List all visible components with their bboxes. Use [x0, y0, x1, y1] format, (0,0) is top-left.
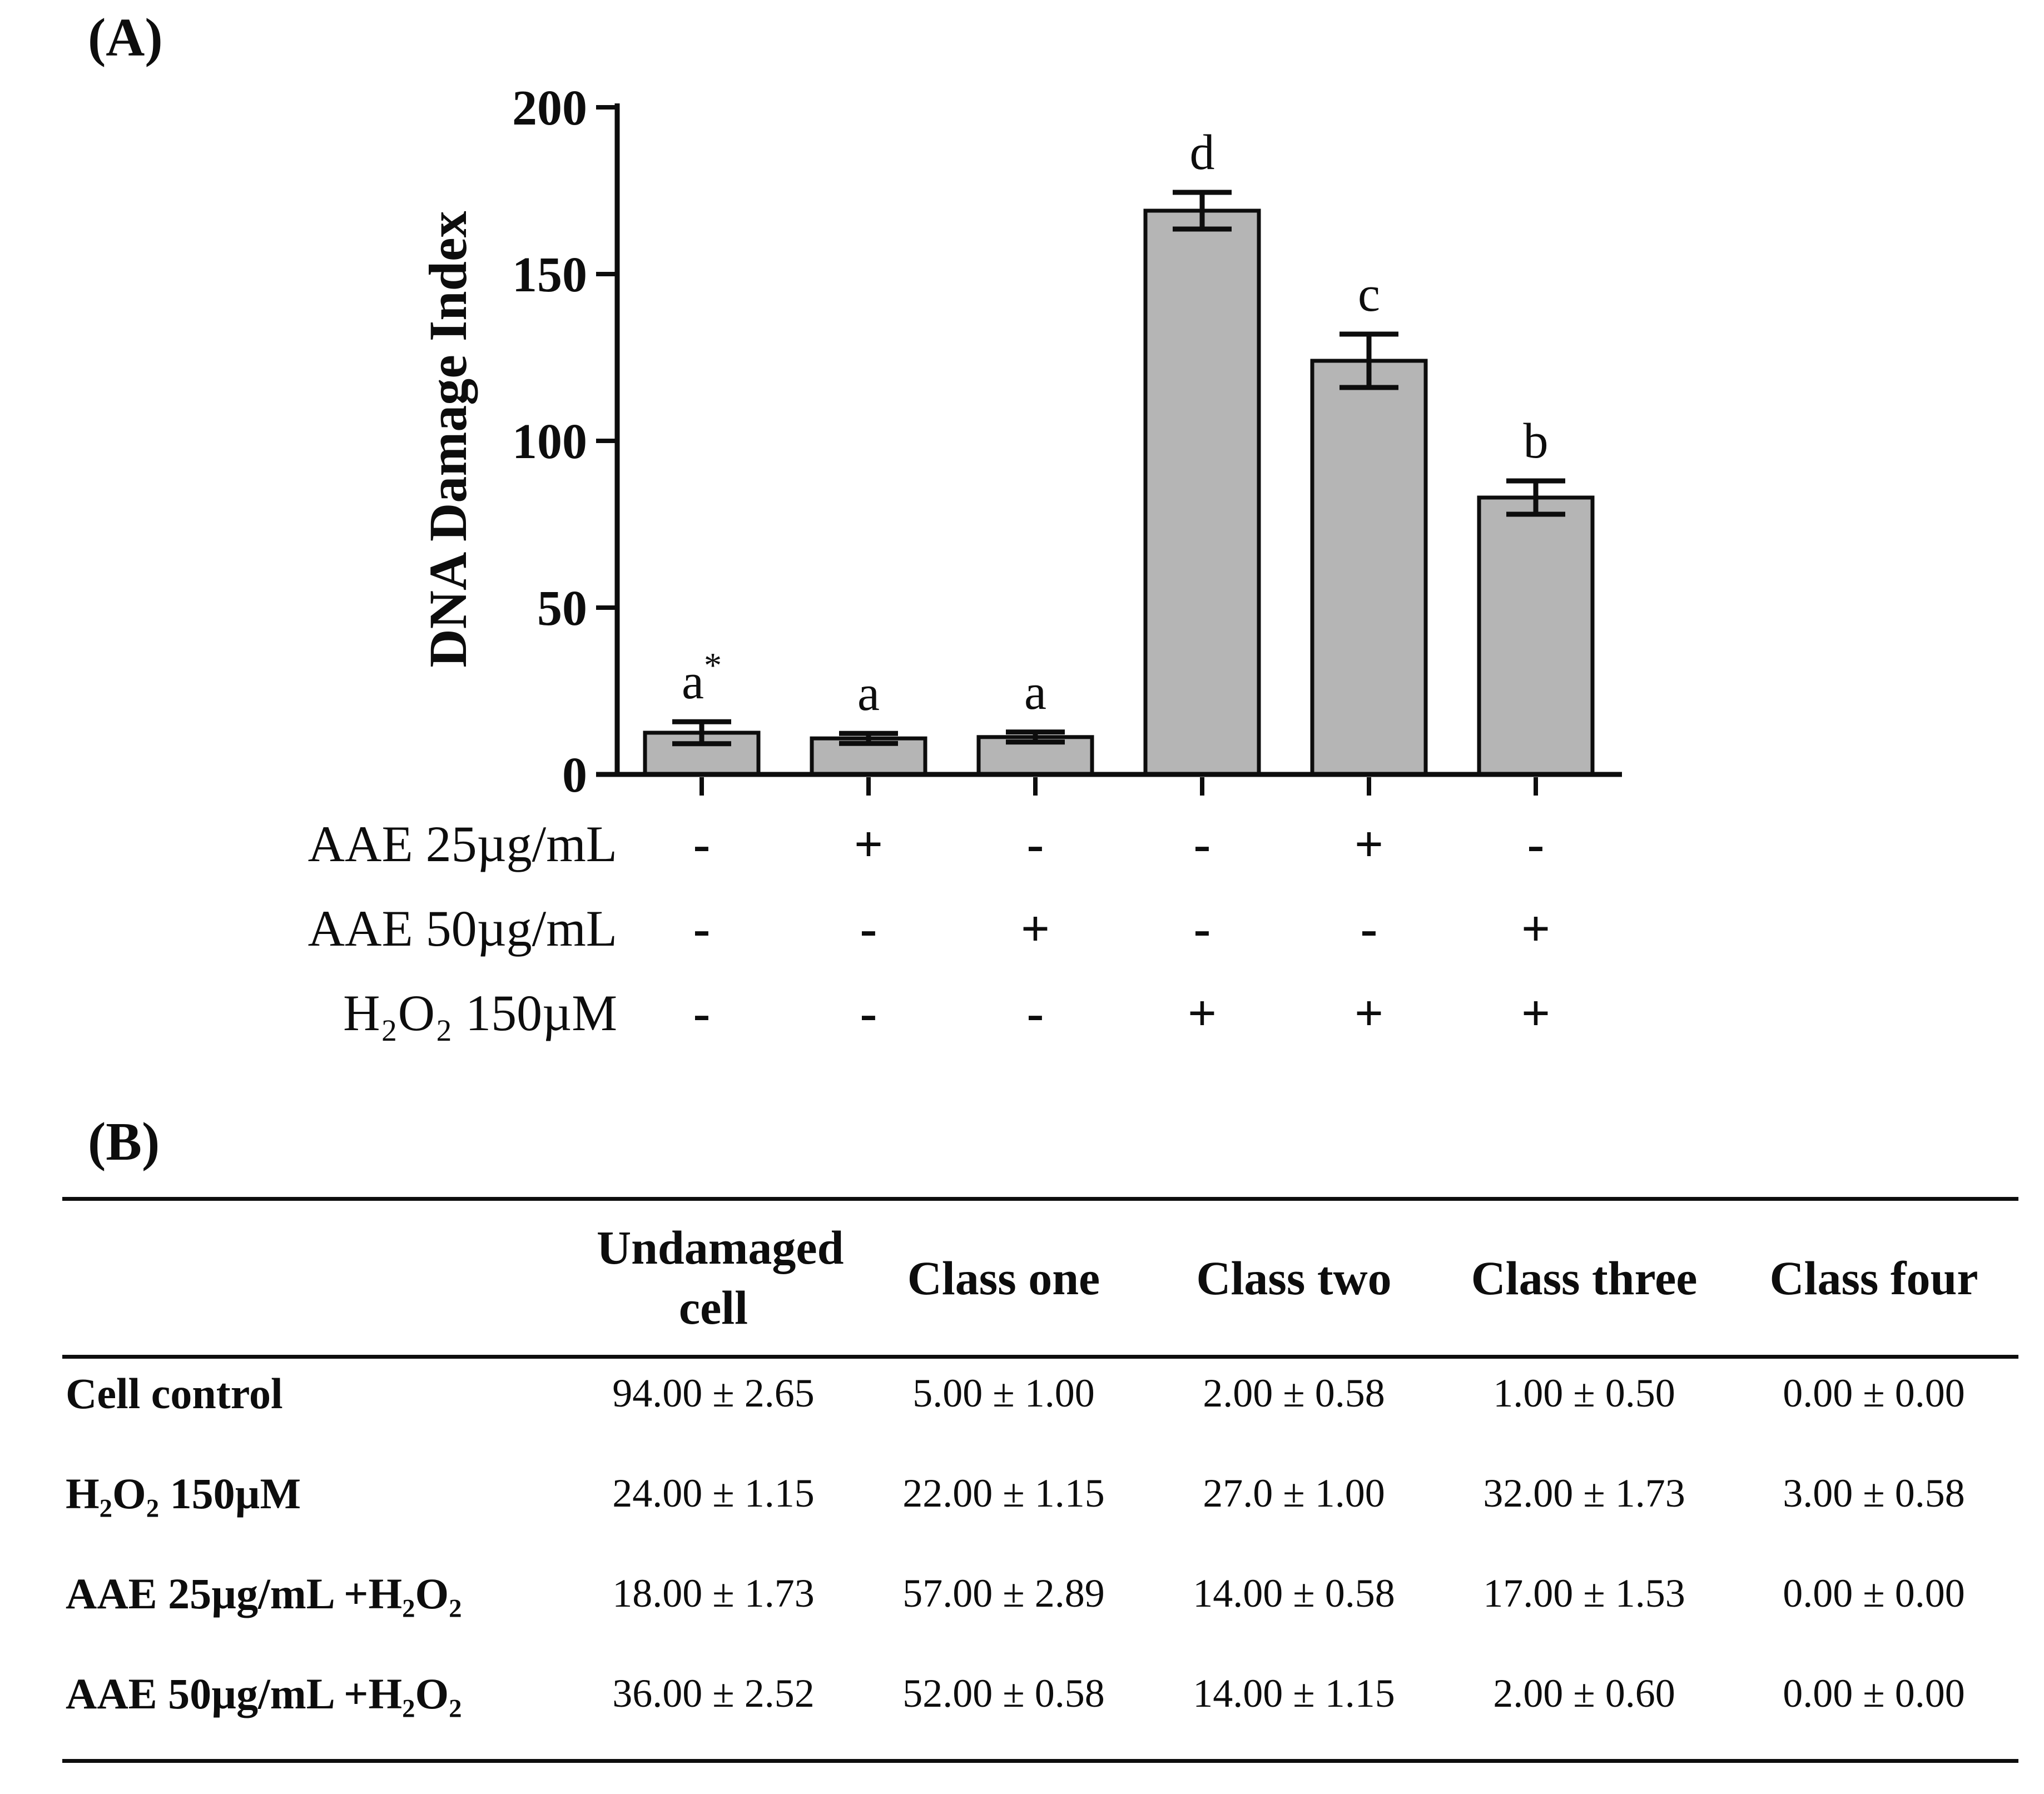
y-axis-title: DNA Damage Index [418, 211, 478, 667]
condition-row-aae25: AAE 25µg/mL - + - - + - [0, 808, 1724, 880]
row-label: AAE 25µg/mL +H₂O₂ [66, 1569, 462, 1618]
condition-sign: - [693, 900, 711, 957]
condition-sign: - [1360, 900, 1378, 957]
y-tick-label: 50 [537, 581, 587, 636]
condition-row-h2o2: H₂O₂ 150µM - - - + + + [0, 977, 1724, 1049]
table-header-cell: Class four [1729, 1199, 2018, 1359]
table-cell: 5.00 ± 1.00 [912, 1371, 1095, 1415]
row-label: Cell control [66, 1369, 283, 1418]
condition-sign: + [854, 816, 884, 872]
condition-row-aae50: AAE 50µg/mL - - + - - + [0, 892, 1724, 965]
table-cell: 0.00 ± 0.00 [1783, 1671, 1965, 1716]
condition-sign: - [1193, 900, 1211, 957]
condition-sign: - [860, 900, 877, 957]
table-row: H₂O₂ 150µM 24.00 ± 1.15 22.00 ± 1.15 27.… [62, 1459, 2018, 1559]
condition-sign: - [1026, 985, 1044, 1041]
condition-sign: - [1193, 816, 1211, 872]
bar [1143, 208, 1261, 777]
table-cell: 14.00 ± 0.58 [1193, 1571, 1395, 1616]
condition-sign: + [1020, 900, 1050, 957]
y-tick-label: 150 [512, 247, 587, 302]
bar-annotation: c [1358, 267, 1380, 322]
bar [1310, 359, 1428, 777]
panel-a-label: (A) [88, 8, 163, 67]
table-cell: 0.00 ± 0.00 [1783, 1371, 1965, 1415]
y-tick-label: 200 [512, 81, 587, 136]
condition-sign: - [1527, 816, 1545, 872]
table-header-row: Undamaged cell Class one Class two Class… [62, 1199, 2018, 1359]
table-cell: 0.00 ± 0.00 [1783, 1571, 1965, 1616]
table-cell: 22.00 ± 1.15 [902, 1471, 1105, 1515]
condition-sign: + [1187, 985, 1217, 1041]
table-cell: 1.00 ± 0.50 [1493, 1371, 1675, 1415]
condition-sign: - [693, 816, 711, 872]
condition-row-label: AAE 50µg/mL [307, 900, 617, 957]
table-cell: 2.00 ± 0.58 [1203, 1371, 1385, 1415]
table-cell: 94.00 ± 2.65 [612, 1371, 815, 1415]
table-cell: 36.00 ± 2.52 [612, 1671, 815, 1716]
table-row: AAE 50µg/mL +H₂O₂ 36.00 ± 2.52 52.00 ± 0… [62, 1659, 2018, 1761]
table-header-cell: Class one [859, 1199, 1149, 1359]
condition-sign: - [860, 985, 877, 1041]
table-corner-cell [62, 1199, 568, 1359]
table-cell: 52.00 ± 0.58 [902, 1671, 1105, 1716]
table-cell: 2.00 ± 0.60 [1493, 1671, 1675, 1716]
bar-annotation: b [1524, 414, 1549, 469]
table-header-label: Undamaged cell [597, 1221, 844, 1334]
table-cell: 14.00 ± 1.15 [1193, 1671, 1395, 1716]
dna-damage-bar-chart: 0 50 100 150 200 DNA Damage Index a* a a d c b [418, 81, 1622, 803]
bar [1477, 495, 1595, 777]
row-label: AAE 50µg/mL +H₂O₂ [66, 1669, 462, 1718]
condition-row-label: H₂O₂ 150µM [343, 985, 617, 1041]
condition-sign: + [1521, 985, 1551, 1041]
y-tick-label: 0 [562, 748, 587, 803]
table-cell: 57.00 ± 2.89 [902, 1571, 1105, 1616]
table-cell: 27.0 ± 1.00 [1203, 1471, 1385, 1515]
bar-annotation: d [1190, 125, 1215, 180]
bar-annotation: a* [682, 645, 722, 709]
condition-sign: + [1354, 816, 1384, 872]
condition-row-label: AAE 25µg/mL [307, 816, 617, 872]
row-label: H₂O₂ 150µM [66, 1469, 301, 1518]
bar-annotation: a [1024, 665, 1046, 720]
comet-class-table: Undamaged cell Class one Class two Class… [62, 1197, 2018, 1763]
table-cell: 17.00 ± 1.53 [1483, 1571, 1685, 1616]
y-tick-label: 100 [512, 414, 587, 469]
table-cell: 18.00 ± 1.73 [612, 1571, 815, 1616]
table-header-cell: Undamaged cell [568, 1199, 859, 1359]
table-row: Cell control 94.00 ± 2.65 5.00 ± 1.00 2.… [62, 1357, 2018, 1459]
condition-sign: - [693, 985, 711, 1041]
table-row: AAE 25µg/mL +H₂O₂ 18.00 ± 1.73 57.00 ± 2… [62, 1559, 2018, 1659]
bar-annotation: a [857, 666, 880, 721]
table-header-cell: Class three [1439, 1199, 1729, 1359]
panel-b-label: (B) [88, 1112, 160, 1171]
condition-sign: + [1521, 900, 1551, 957]
condition-sign: - [1026, 816, 1044, 872]
table-cell: 3.00 ± 0.58 [1783, 1471, 1965, 1515]
condition-sign: + [1354, 985, 1384, 1041]
table-header-cell: Class two [1149, 1199, 1439, 1359]
table-cell: 24.00 ± 1.15 [612, 1471, 815, 1515]
table-cell: 32.00 ± 1.73 [1483, 1471, 1685, 1515]
